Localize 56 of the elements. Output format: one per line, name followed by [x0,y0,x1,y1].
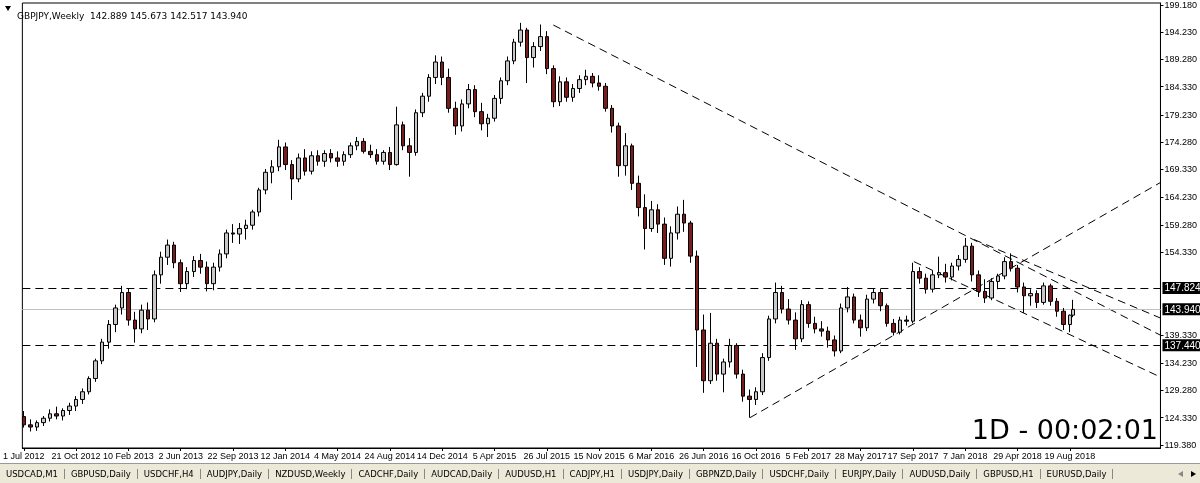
ref-line-label: 143.940 [1164,303,1200,315]
x-tick-label: 6 Mar 2016 [628,450,675,461]
text: GBPUSD,Daily [64,469,138,479]
x-tick-label: 21 Oct 2012 [51,450,101,461]
text: CADJPY,H1 [563,469,622,479]
text: CADCHF,Daily [352,469,426,479]
text: USDCHF,H4 [137,469,201,479]
y-tick-label: 124.330 [1164,412,1198,423]
x-tick-label: 29 Apr 2018 [993,450,1042,461]
x-tick-label: 26 Jul 2015 [523,450,571,461]
x-tick-label: 10 Feb 2013 [103,450,154,461]
text: AUDUSD,H1 [499,469,564,479]
y-tick-label: 119.380 [1164,439,1197,450]
x-tick-label: 7 Jan 2018 [942,450,988,461]
x-tick-label: 5 Feb 2017 [785,450,832,461]
text: EURUSD,Daily [1040,469,1114,479]
text: AUDCAD,Daily [425,469,500,479]
ref-line-label: 147.824 [1164,282,1200,294]
y-tick-label: 134.230 [1164,357,1198,368]
y-tick-label: 174.280 [1164,137,1198,148]
text: GBPNZD,Daily [689,469,764,479]
x-tick-label: 28 May 2017 [834,450,887,461]
text: USDCAD,M1 [0,469,65,479]
y-tick-label: 154.330 [1164,247,1198,258]
y-tick-label: 194.230 [1164,27,1198,38]
x-tick-label: 4 May 2014 [314,450,362,461]
x-tick-label: 14 Dec 2014 [416,450,468,461]
text: NZDUSD,Weekly [269,469,353,479]
x-tick-label: 2 Jun 2013 [158,450,203,461]
y-tick-label: 199.180 [1164,0,1198,10]
x-tick-label: 17 Sep 2017 [887,450,939,461]
y-tick-label: 189.280 [1164,54,1198,65]
y-tick-label: 184.330 [1164,81,1198,92]
text: AUDJPY,Daily [200,469,270,479]
y-tick-label: 169.330 [1164,164,1198,175]
y-tick-label: 129.280 [1164,385,1198,396]
annotation: 1D - 00:02:01 [971,414,1158,445]
text: AUDUSD,Daily [903,469,978,479]
x-tick-label: 5 Apr 2015 [472,450,517,461]
text: USDJPY,Daily [621,469,690,479]
y-tick-label: 139.330 [1164,329,1198,340]
x-tick-label: 26 Jun 2016 [678,450,729,461]
x-tick-label: 24 Aug 2014 [364,450,416,461]
y-tick-label: 179.230 [1164,109,1198,120]
x-tick-label: 15 Nov 2015 [573,450,625,461]
y-tick-label: 159.280 [1164,219,1198,230]
ref-line-label: 137.440 [1164,339,1200,351]
text: GBPUSD,H1 [977,469,1041,479]
text: USDCHF,Daily [763,469,837,479]
x-tick-label: 12 Jan 2014 [260,450,311,461]
x-tick-label: 19 Aug 2018 [1044,450,1096,461]
x-tick-label: 1 Jul 2012 [2,450,45,461]
x-tick-label: 22 Sep 2013 [207,450,259,461]
text: EURJPY,Daily [836,469,904,479]
y-tick-label: 164.230 [1164,192,1198,203]
x-tick-label: 16 Oct 2016 [731,450,781,461]
